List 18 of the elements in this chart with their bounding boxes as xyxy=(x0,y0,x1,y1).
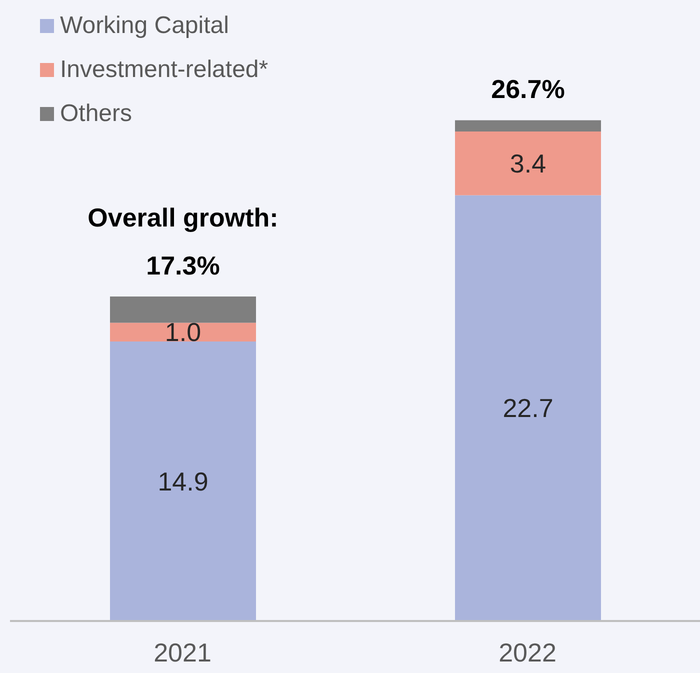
total-label: 17.3% xyxy=(146,250,220,281)
legend-label: Investment-related* xyxy=(60,56,268,84)
bar xyxy=(110,342,256,621)
total-label: 26.7% xyxy=(491,74,565,104)
bar xyxy=(455,120,601,132)
data-label: 14.9 xyxy=(158,466,208,496)
data-label: 1.0 xyxy=(164,317,202,348)
bar xyxy=(110,322,256,342)
data-label: 22.7 xyxy=(502,393,554,424)
x-tick-label: 2021 xyxy=(154,637,212,668)
x-tick-label: 2022 xyxy=(498,637,556,668)
legend-label: Working Capital xyxy=(60,12,229,40)
bar xyxy=(110,296,256,323)
bar xyxy=(455,131,601,196)
annotation: Overall growth: xyxy=(88,202,278,233)
bar xyxy=(455,195,601,621)
data-label: 3.4 xyxy=(510,148,546,178)
legend-label: Others xyxy=(60,100,132,128)
